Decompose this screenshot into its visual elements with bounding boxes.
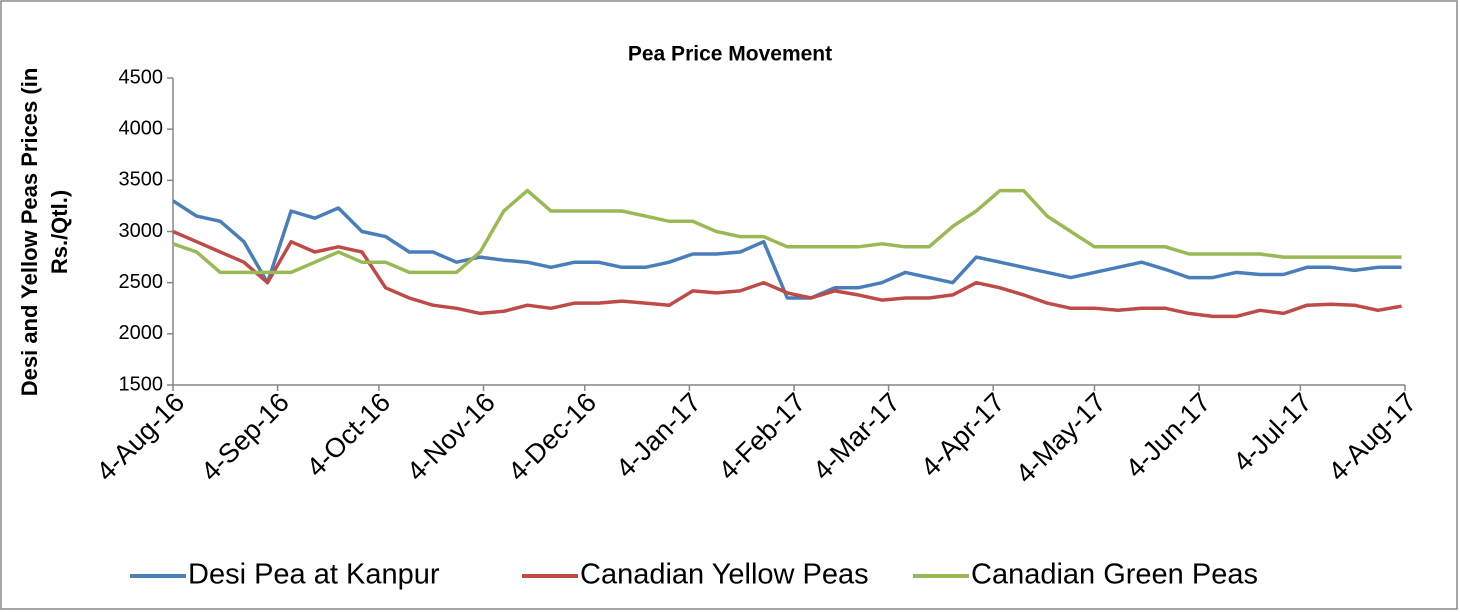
y-tick-label: 4000	[119, 117, 164, 139]
y-tick-label: 2000	[119, 322, 164, 344]
legend-label: Desi Pea at Kanpur	[188, 559, 440, 591]
chart-title: Pea Price Movement	[628, 43, 832, 66]
legend-label: Canadian Green Peas	[971, 559, 1258, 591]
y-tick-label: 4500	[119, 66, 164, 88]
y-tick-label: 1500	[119, 373, 164, 395]
y-axis-title: Desi and Yellow Peas Prices (in Rs./Qtl.)	[17, 68, 72, 397]
series-line	[172, 229, 1402, 319]
y-tick-label: 3500	[119, 169, 164, 191]
series-line	[172, 199, 1402, 300]
y-tick-label: 3000	[119, 220, 164, 242]
series-line	[172, 188, 1402, 275]
y-tick-label: 2500	[119, 271, 164, 293]
legend-label: Canadian Yellow Peas	[580, 559, 869, 591]
